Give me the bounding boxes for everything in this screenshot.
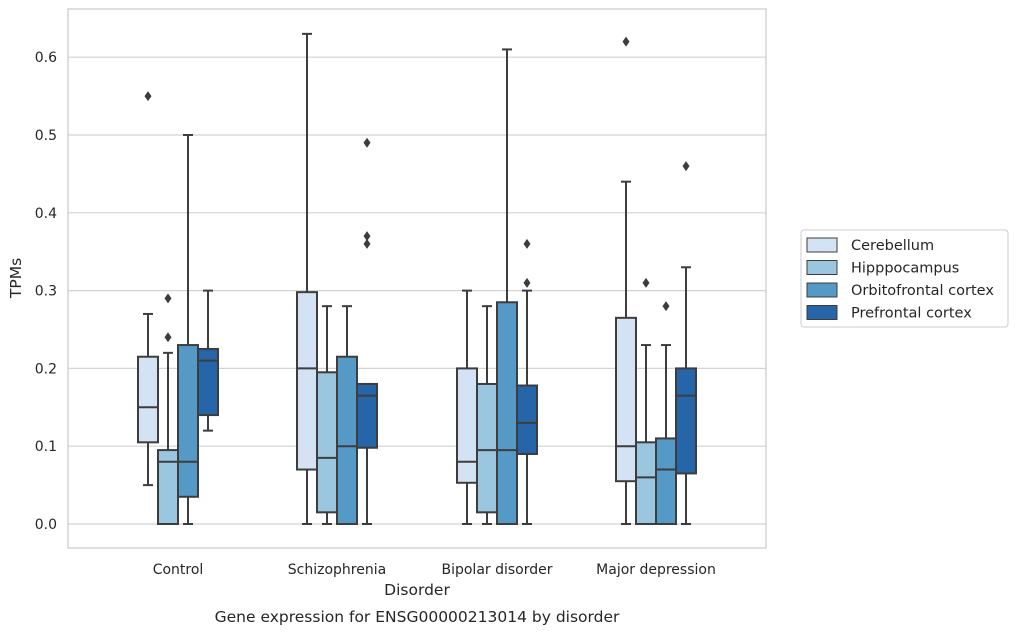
box: [137, 91, 159, 487]
box-body: [197, 347, 219, 417]
box-body: [137, 355, 159, 444]
box-body: [675, 367, 697, 475]
box-body: [456, 367, 478, 484]
outlier-point: [363, 238, 371, 249]
y-tick-label: 0.3: [35, 284, 57, 300]
box: [296, 32, 318, 525]
outlier-point: [662, 301, 670, 312]
outlier-point: [363, 137, 371, 148]
outlier-point: [523, 277, 531, 288]
y-tick-label: 0.0: [35, 517, 57, 533]
legend-label: Cerebellum: [851, 238, 934, 254]
x-tick-label: Schizophrenia: [288, 562, 386, 578]
box-body: [296, 291, 318, 471]
x-tick-labels: Control Schizophrenia Bipolar disorder Majo…: [153, 562, 716, 578]
y-tick-label: 0.5: [35, 128, 57, 144]
legend-swatch: [806, 282, 838, 298]
legend-label: Hipppocampus: [851, 261, 959, 277]
plot-frame: [67, 8, 767, 549]
outlier-point: [363, 231, 371, 242]
box-body: [316, 371, 338, 514]
box-body: [516, 384, 538, 455]
legend-swatch: [806, 237, 838, 253]
box: [516, 238, 538, 525]
box-body: [496, 301, 518, 525]
outlier-point: [642, 277, 650, 288]
box: [615, 36, 637, 525]
outlier-point: [523, 238, 531, 249]
box: [456, 289, 478, 525]
box-body: [336, 355, 358, 526]
y-tick-label: 0.2: [35, 361, 57, 377]
outlier-point: [164, 332, 172, 343]
outlier-point: [164, 293, 172, 304]
legend-swatch: [806, 305, 838, 320]
box-body: [635, 441, 657, 525]
box: [675, 161, 697, 525]
legend-label: Prefrontal cortex: [851, 306, 972, 322]
x-axis-label: Disorder: [384, 581, 450, 599]
y-tick-label: 0.4: [35, 206, 57, 222]
outlier-point: [144, 91, 152, 102]
x-tick-label: Control: [153, 562, 204, 578]
box-groups: [137, 32, 697, 526]
chart-title: Gene expression for ENSG00000213014 by d…: [215, 608, 620, 626]
x-tick-label: Major depression: [596, 562, 716, 578]
legend-swatch: [806, 260, 838, 275]
box-body: [476, 382, 498, 514]
y-axis-label: TPMs: [7, 258, 25, 299]
outlier-point: [682, 161, 690, 172]
box: [356, 137, 378, 525]
legend-label: Orbitofrontal cortex: [851, 283, 994, 299]
legend: Cerebellum Hipppocampus Orbitofrontal cort…: [800, 229, 1009, 328]
y-tick-label: 0.1: [35, 439, 57, 455]
x-tick-label: Bipolar disorder: [441, 562, 552, 578]
y-tick-label: 0.6: [35, 50, 57, 66]
box: [177, 134, 199, 525]
y-tick-labels: 0.0 0.1 0.2 0.3 0.4 0.5 0.6: [35, 50, 57, 533]
box-body: [615, 316, 637, 483]
box-body: [356, 382, 378, 449]
box: [197, 289, 219, 432]
legend-frame: [800, 229, 1009, 328]
box: [655, 301, 677, 526]
outlier-point: [622, 36, 630, 47]
box-body: [177, 344, 199, 498]
box-body: [655, 437, 677, 526]
